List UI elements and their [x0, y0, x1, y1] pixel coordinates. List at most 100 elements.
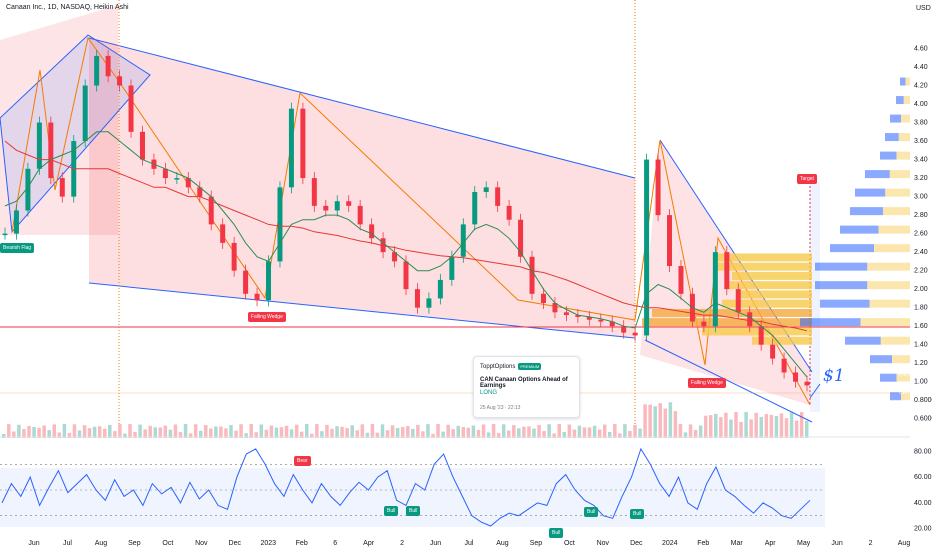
- volume-bar-27: [138, 424, 142, 438]
- volume-bar-20: [103, 428, 107, 438]
- vp-right-down-4: [896, 151, 910, 160]
- candle-body-38: [437, 279, 443, 299]
- candle-body-44: [506, 205, 512, 220]
- volume-bar-129: [653, 406, 657, 438]
- volume-bar-58: [294, 424, 299, 438]
- volume-bar-17: [87, 428, 92, 438]
- volume-bar-13: [67, 432, 72, 438]
- candle-body-4: [48, 122, 54, 179]
- time-tick-23: May: [797, 540, 811, 547]
- candle-body-55: [632, 332, 638, 336]
- volume-bar-100: [507, 430, 511, 438]
- price-tick-3: 4.00: [914, 101, 928, 108]
- vp-right-down-11: [867, 281, 910, 290]
- volume-bar-19: [97, 426, 102, 438]
- volume-bar-137: [693, 429, 698, 438]
- candle-body-18: [208, 196, 214, 225]
- rsi-tick-3: 20.00: [914, 526, 932, 533]
- candle-body-29: [334, 201, 340, 211]
- rsi-bull-label-2: Bull: [406, 506, 421, 516]
- candle-body-30: [346, 201, 352, 206]
- candle-body-10: [117, 76, 123, 86]
- moving-average-2: [4, 131, 808, 378]
- volume-bar-1: [7, 424, 11, 438]
- candle-body-7: [82, 85, 88, 142]
- handwritten-target: $1: [823, 366, 845, 386]
- vp-right-down-10: [867, 262, 910, 271]
- volume-bar-75: [380, 424, 385, 438]
- volume-bar-10: [52, 424, 56, 438]
- bearish-flag-label: Bearish Flag: [0, 243, 35, 253]
- volume-bar-93: [471, 425, 476, 438]
- rsi-bull-label-5: Bull: [630, 509, 645, 519]
- candle-body-16: [185, 178, 191, 188]
- candle-body-19: [220, 224, 226, 243]
- candle-body-42: [483, 187, 489, 192]
- price-tick-9: 2.80: [914, 212, 928, 219]
- idea-direction: LONG: [480, 390, 498, 396]
- volume-bar-42: [214, 426, 218, 438]
- volume-bar-150: [759, 416, 763, 438]
- volume-bar-83: [421, 431, 425, 438]
- candle-body-46: [529, 256, 535, 294]
- volume-bar-122: [618, 433, 622, 438]
- volume-bar-118: [597, 429, 602, 438]
- volume-bar-151: [764, 414, 769, 438]
- vp-left-3: [727, 281, 812, 290]
- rsi-bull-label-1: Bull: [384, 506, 399, 516]
- vp-right-down-16: [896, 373, 910, 382]
- vp-right-down-15: [892, 355, 910, 364]
- volume-bar-84: [426, 424, 430, 438]
- candle-body-36: [414, 289, 420, 308]
- volume-bar-127: [643, 404, 647, 438]
- candle-body-64: [735, 289, 741, 313]
- rsi-tick-0: 80.00: [914, 448, 932, 455]
- falling-wedge-label-1: Falling Wedge: [248, 312, 286, 322]
- idea-callout[interactable]: TopptOptions PREMIUM CAN Canaan Options A…: [473, 356, 580, 418]
- volume-bar-12: [62, 424, 67, 438]
- volume-bar-55: [279, 427, 284, 438]
- volume-bar-143: [724, 412, 728, 438]
- volume-bar-113: [572, 429, 577, 438]
- idea-date: 25 Aug '23 · 22:13: [480, 405, 521, 411]
- breakout-arrow: [809, 383, 821, 399]
- idea-headline: CAN Canaan Options Ahead of Earnings: [480, 377, 568, 389]
- price-tick-20: 0.6000: [914, 416, 932, 423]
- candle-body-54: [621, 326, 627, 333]
- currency-label[interactable]: USD: [916, 5, 931, 12]
- volume-bar-5: [27, 426, 31, 438]
- swing-lines: [11, 36, 811, 406]
- volume-bar-33: [168, 429, 173, 438]
- volume-bar-119: [602, 424, 607, 438]
- volume-bar-91: [461, 427, 466, 438]
- price-tag-pre-label: Pre: [899, 372, 907, 378]
- volume-bar-73: [370, 424, 375, 438]
- downtrend-channel: [89, 38, 635, 338]
- volume-bar-155: [784, 418, 789, 438]
- price-axis[interactable]: 4.60 4.40 4.20 4.00 3.80 3.60 3.40 3.20 3.00 2.80…: [914, 46, 932, 423]
- time-tick-3: Sep: [128, 540, 141, 547]
- volume-bar-144: [729, 419, 733, 438]
- volume-bar-37: [188, 433, 193, 438]
- candle-body-27: [311, 178, 317, 206]
- vp-right-down-2: [901, 114, 910, 123]
- time-tick-0: Jun: [28, 540, 39, 547]
- volume-bar-87: [441, 431, 445, 438]
- volume-bar-108: [547, 424, 551, 438]
- price-tag-last-value: 0.9575: [910, 390, 927, 396]
- moving-average-1: [4, 140, 808, 332]
- volume-bar-85: [431, 433, 435, 438]
- candle-body-67: [770, 344, 776, 359]
- time-axis[interactable]: Jun Jul Aug Sep Oct Nov Dec 2023 Feb 6 Apr 2 Jun Jul A…: [28, 540, 910, 547]
- volume-bar-132: [668, 402, 673, 438]
- price-tick-15: 1.60: [914, 323, 928, 330]
- time-tick-24: Jun: [831, 540, 842, 547]
- candle-body-45: [518, 219, 524, 257]
- volume-bar-149: [754, 412, 758, 438]
- volume-bar-59: [299, 431, 304, 438]
- volume-bar-77: [390, 425, 395, 438]
- volume-bar-148: [749, 419, 753, 438]
- candle-body-41: [472, 191, 478, 225]
- volume-bar-104: [527, 426, 531, 438]
